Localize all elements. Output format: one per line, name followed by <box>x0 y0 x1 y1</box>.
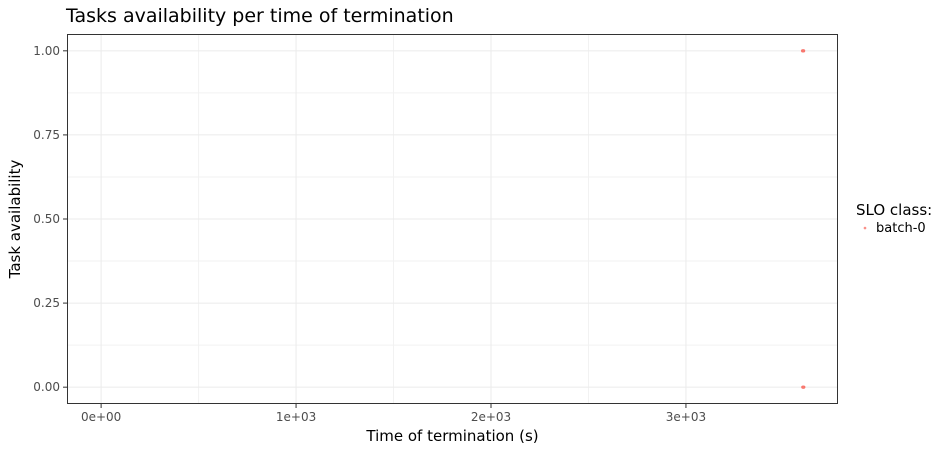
x-tick-label: 1e+03 <box>276 410 316 424</box>
data-points <box>800 49 806 389</box>
chart-title: Tasks availability per time of terminati… <box>65 5 454 27</box>
plot-border <box>67 34 838 404</box>
legend-title: SLO class: <box>856 201 932 219</box>
y-tick-label: 0.25 <box>33 296 60 310</box>
x-tick-label: 0e+00 <box>81 410 121 424</box>
y-tick-label: 1.00 <box>33 44 60 58</box>
x-axis: 0e+00 1e+03 2e+03 3e+03 <box>81 404 706 424</box>
legend-label: batch-0 <box>876 221 926 236</box>
x-tick-label: 2e+03 <box>471 410 511 424</box>
y-axis-title: Task availability <box>6 160 24 280</box>
data-point <box>802 385 806 389</box>
y-axis: 0.00 0.25 0.50 0.75 1.00 <box>33 44 67 394</box>
major-gridlines <box>67 34 838 404</box>
x-axis-title: Time of termination (s) <box>365 427 538 445</box>
legend-key <box>863 226 867 230</box>
y-tick-label: 0.00 <box>33 380 60 394</box>
legend: SLO class: batch-0 <box>856 201 932 236</box>
y-tick-label: 0.50 <box>33 212 60 226</box>
x-tick-label: 3e+03 <box>666 410 706 424</box>
y-tick-label: 0.75 <box>33 128 60 142</box>
data-point <box>802 49 806 53</box>
